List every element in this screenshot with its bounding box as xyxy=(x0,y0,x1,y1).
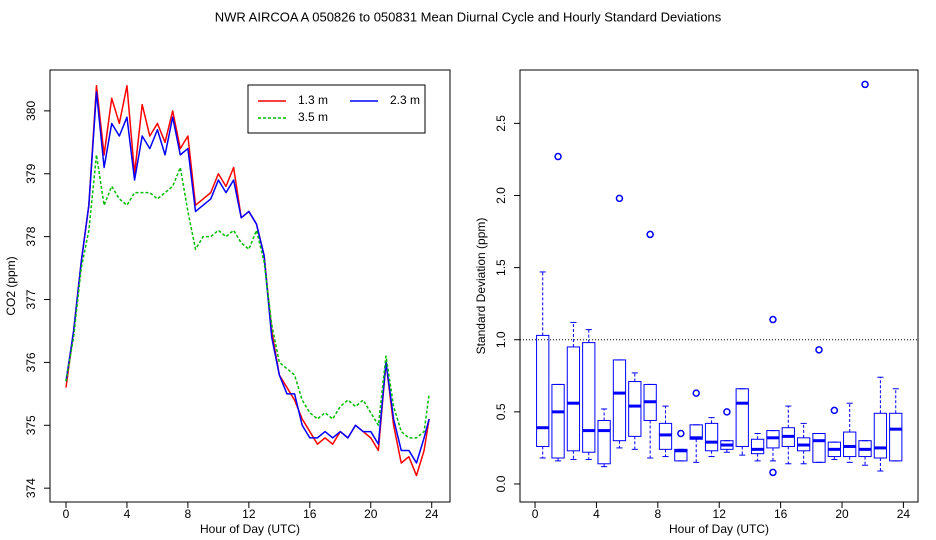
box-group xyxy=(704,417,719,458)
x-tick-label: 4 xyxy=(124,507,131,521)
y-tick-label: 375 xyxy=(24,415,38,435)
data-line xyxy=(65,91,430,464)
box xyxy=(536,334,550,447)
outlier xyxy=(677,429,685,438)
box-group xyxy=(536,271,550,459)
outlier xyxy=(692,389,700,397)
outlier xyxy=(769,468,777,477)
y-axis-label: CO2 (ppm) xyxy=(4,256,18,315)
x-axis-label: Hour of Day (UTC) xyxy=(669,522,769,536)
box-group xyxy=(551,383,565,462)
outlier xyxy=(815,346,823,354)
box xyxy=(873,412,888,459)
box xyxy=(628,381,642,437)
outlier xyxy=(723,408,731,416)
x-tick-label: 12 xyxy=(713,507,727,521)
legend-label: 3.5 m xyxy=(298,110,328,124)
outlier xyxy=(646,230,654,239)
x-tick-label: 16 xyxy=(774,507,788,521)
x-tick-label: 24 xyxy=(425,507,439,521)
y-tick-label: 0.5 xyxy=(494,403,508,420)
box-group xyxy=(582,329,596,460)
figure-title: NWR AIRCOA A 050826 to 050831 Mean Diurn… xyxy=(215,9,722,24)
x-tick-label: 20 xyxy=(364,507,378,521)
box xyxy=(889,412,903,462)
box-group xyxy=(658,405,673,458)
box-group xyxy=(873,376,888,472)
box-group xyxy=(597,408,611,468)
y-axis-label: Standard Deviation (ppm) xyxy=(474,218,488,355)
y-tick-label: 380 xyxy=(24,101,38,121)
box-group xyxy=(720,440,734,453)
y-tick-label: 376 xyxy=(24,352,38,372)
box-group xyxy=(889,388,903,462)
x-tick-label: 0 xyxy=(532,507,539,521)
y-tick-label: 1.5 xyxy=(494,259,508,276)
legend-box xyxy=(247,84,426,134)
y-tick-label: 0.0 xyxy=(494,475,508,492)
legend: 1.3 m 2.3 m 3.5 m xyxy=(247,84,426,134)
box-group xyxy=(827,441,841,460)
outlier xyxy=(769,315,777,324)
x-tick-label: 20 xyxy=(835,507,849,521)
box xyxy=(843,431,857,458)
box-group xyxy=(674,448,688,462)
outlier xyxy=(615,194,624,203)
box-group xyxy=(643,383,657,459)
x-tick-label: 8 xyxy=(654,507,661,521)
box xyxy=(704,422,719,452)
box xyxy=(551,383,565,459)
y-tick-label: 2.0 xyxy=(494,187,508,204)
box-group xyxy=(812,432,826,463)
y-tick-label: 374 xyxy=(24,478,38,498)
box-group xyxy=(735,388,749,456)
box-group xyxy=(766,430,780,462)
y-tick-label: 1.0 xyxy=(494,331,508,348)
x-tick-label: 24 xyxy=(897,507,911,521)
legend-label: 1.3 m xyxy=(298,93,328,107)
box-group xyxy=(858,440,872,466)
box xyxy=(750,438,765,455)
data-line xyxy=(65,84,430,477)
outlier xyxy=(830,406,839,415)
box-group xyxy=(750,432,765,462)
box xyxy=(597,420,611,465)
y-tick-label: 378 xyxy=(24,226,38,246)
y-tick-label: 377 xyxy=(24,289,38,309)
data-line xyxy=(65,154,430,439)
x-tick-label: 16 xyxy=(303,507,317,521)
x-tick-label: 12 xyxy=(242,507,256,521)
box-group xyxy=(566,321,581,460)
legend-label: 2.3 m xyxy=(390,93,420,107)
box-group xyxy=(781,405,795,465)
box-group xyxy=(797,422,811,465)
y-tick-label: 2.5 xyxy=(494,115,508,132)
box xyxy=(582,342,596,453)
box-group xyxy=(843,402,857,463)
box xyxy=(612,359,627,442)
outlier xyxy=(554,152,562,161)
box-group xyxy=(689,424,703,463)
x-tick-label: 0 xyxy=(63,507,70,521)
outlier xyxy=(861,80,869,89)
x-tick-label: 4 xyxy=(593,507,600,521)
x-tick-label: 8 xyxy=(185,507,192,521)
panel: 0 4 8 12 16 20 24 374 375 376 377 378 379 380 Hour of … xyxy=(4,69,451,536)
y-tick-label: 379 xyxy=(24,163,38,183)
panel: 0 4 8 12 16 20 24 0.0 0.5 1.0 1.5 2.0 2.5 Hour of Day… xyxy=(474,69,919,536)
box xyxy=(735,388,749,447)
x-axis-label: Hour of Day (UTC) xyxy=(200,522,300,536)
box xyxy=(812,432,826,463)
box xyxy=(566,346,581,452)
box-group xyxy=(628,372,642,450)
box-group xyxy=(612,359,627,449)
